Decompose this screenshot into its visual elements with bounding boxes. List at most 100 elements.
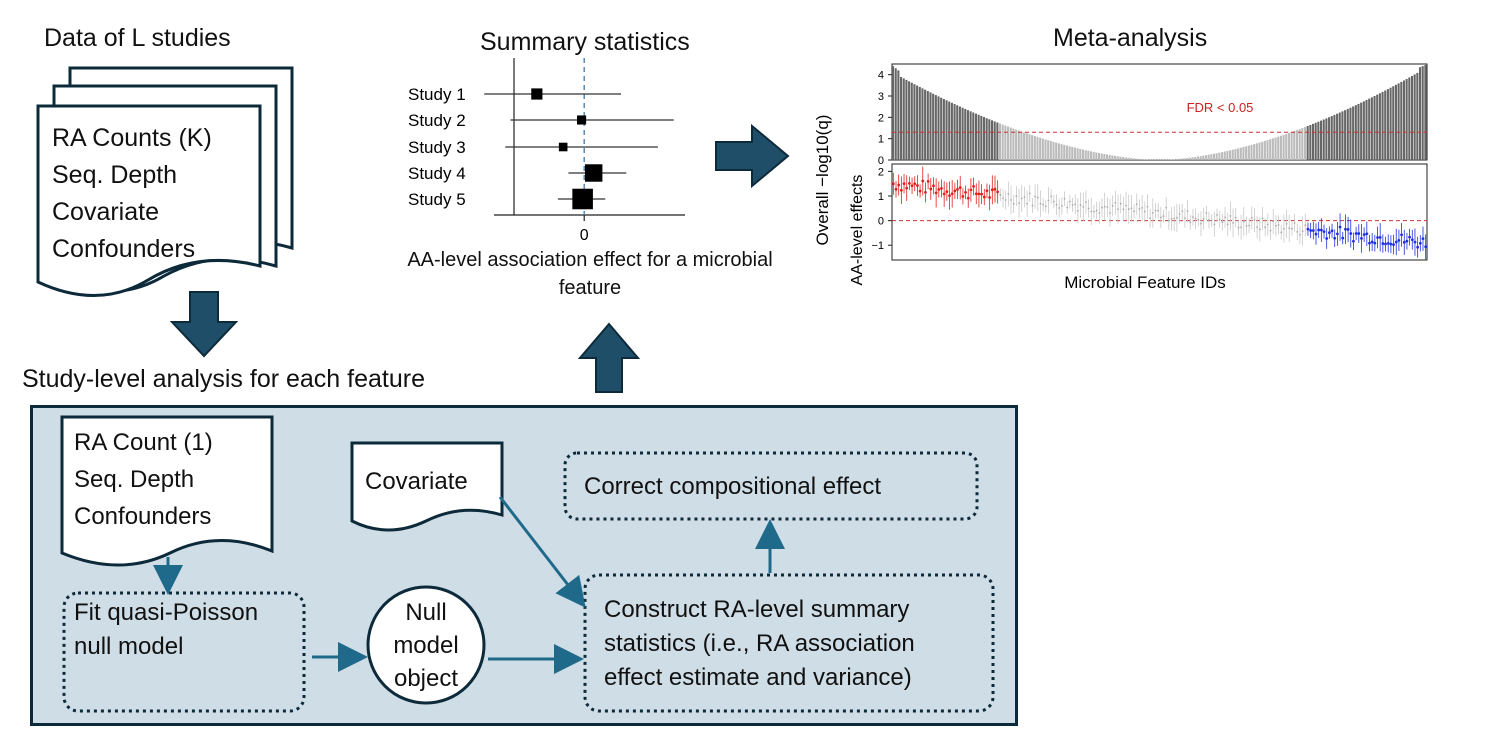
meta-effect-point xyxy=(937,188,941,191)
meta-effect-point xyxy=(1250,216,1253,219)
meta-effect-point xyxy=(934,191,938,195)
meta-q-bar xyxy=(1073,147,1076,160)
meta-bottom-tick-label: 0 xyxy=(878,216,884,228)
fdr-label: FDR < 0.05 xyxy=(1187,100,1254,115)
meta-effect-point xyxy=(924,190,927,194)
meta-effect-point xyxy=(1224,216,1226,219)
meta-q-bar xyxy=(1258,142,1261,160)
meta-bottom-tick-label: 2 xyxy=(878,166,884,178)
meta-effect-point xyxy=(996,190,1000,194)
meta-effect-point xyxy=(891,182,895,186)
meta-q-bar xyxy=(996,122,999,160)
meta-effect-point xyxy=(1280,231,1283,234)
meta-effect-point xyxy=(1266,223,1269,226)
meta-effect-point xyxy=(1004,199,1007,201)
meta-effect-point xyxy=(913,182,917,186)
meta-q-bar xyxy=(1266,140,1269,160)
meta-q-bar xyxy=(1020,131,1023,160)
meta-q-bar xyxy=(1285,133,1288,160)
meta-effect-point xyxy=(1288,227,1291,230)
data-item-confounders: Confounders xyxy=(52,235,196,263)
meta-effect-point xyxy=(1050,195,1053,198)
null-line-2: model xyxy=(393,632,459,659)
meta-q-bar xyxy=(1301,128,1304,160)
meta-q-bar xyxy=(1298,129,1301,160)
meta-q-bar xyxy=(1314,122,1317,160)
meta-effect-point xyxy=(1325,237,1329,240)
meta-effect-point xyxy=(1200,222,1202,225)
meta-effect-point xyxy=(1274,224,1277,227)
meta-q-bar xyxy=(977,114,980,160)
meta-q-bar xyxy=(1196,156,1200,160)
meta-effect-point xyxy=(1352,239,1355,243)
meta-effect-point xyxy=(932,184,935,188)
meta-effect-point xyxy=(1218,218,1221,221)
meta-analysis-title: Meta-analysis xyxy=(1053,24,1208,52)
meta-q-bar xyxy=(1237,148,1240,160)
meta-bottom-tick-label: 1 xyxy=(878,191,884,203)
meta-effect-point xyxy=(1162,215,1165,218)
meta-effect-point xyxy=(1338,225,1342,229)
meta-effect-point xyxy=(1264,226,1267,229)
meta-q-bar xyxy=(1330,116,1333,160)
meta-effect-point xyxy=(1386,241,1390,245)
meta-q-bar xyxy=(1282,134,1285,160)
arrow-down-icon xyxy=(169,291,239,358)
meta-q-bar xyxy=(1060,144,1063,160)
meta-effect-point xyxy=(1357,232,1361,235)
meta-q-bar xyxy=(961,107,964,160)
meta-q-bar xyxy=(1303,127,1307,160)
meta-bottom-tick-label: −1 xyxy=(871,240,884,252)
meta-q-bar xyxy=(1234,149,1237,160)
meta-q-bar xyxy=(1183,158,1186,160)
meta-effect-point xyxy=(1015,195,1018,198)
meta-effect-point xyxy=(958,186,962,190)
meta-q-bar xyxy=(999,123,1002,160)
data-stack-text: RA Counts (K) Seq. Depth Covariate Confo… xyxy=(52,120,212,268)
meta-q-bar xyxy=(1381,91,1384,160)
meta-effect-point xyxy=(1141,207,1144,209)
meta-q-bar xyxy=(1004,125,1007,160)
data-item-seq-depth: Seq. Depth xyxy=(52,161,178,189)
meta-q-bar xyxy=(1346,108,1349,160)
meta-effect-point xyxy=(1237,226,1240,229)
meta-q-bar xyxy=(1328,117,1331,160)
meta-effect-point xyxy=(1068,200,1071,203)
meta-effect-point xyxy=(1360,236,1363,240)
meta-q-bar xyxy=(1245,146,1248,160)
meta-effect-point xyxy=(1314,232,1318,236)
meta-q-bar xyxy=(940,97,943,160)
meta-effect-point xyxy=(1117,208,1119,211)
meta-top-tick-label: 1 xyxy=(878,134,884,146)
meta-x-label: Microbial Feature IDs xyxy=(1064,273,1226,292)
meta-effect-point xyxy=(1319,228,1323,232)
meta-effect-point xyxy=(897,183,901,187)
meta-q-bar xyxy=(1317,121,1320,160)
meta-q-bar xyxy=(1084,150,1087,160)
meta-effect-point xyxy=(926,179,930,183)
meta-q-bar xyxy=(1311,123,1315,160)
meta-q-bar xyxy=(1365,100,1368,160)
meta-q-bar xyxy=(1130,158,1133,160)
meta-q-bar xyxy=(1362,101,1365,160)
meta-q-bar xyxy=(1039,137,1042,160)
meta-q-bar xyxy=(1172,159,1175,160)
meta-q-bar xyxy=(1373,96,1376,160)
meta-q-bar xyxy=(1239,147,1242,160)
meta-q-bar xyxy=(988,119,991,160)
meta-q-bar xyxy=(1333,114,1336,160)
meta-q-bar xyxy=(1413,74,1416,160)
meta-q-bar xyxy=(1044,139,1047,160)
meta-q-bar xyxy=(1023,132,1026,160)
meta-effect-point xyxy=(1381,242,1385,245)
meta-effect-point xyxy=(1090,210,1093,213)
meta-effect-point xyxy=(1370,240,1374,244)
meta-effect-point xyxy=(1098,212,1101,214)
meta-effect-point xyxy=(1272,220,1275,223)
meta-effect-point xyxy=(1154,209,1157,212)
meta-effect-point xyxy=(1397,238,1401,242)
meta-q-bar xyxy=(1247,145,1250,160)
meta-q-bar xyxy=(905,79,908,160)
forest-study-label: Study 4 xyxy=(408,164,466,183)
meta-q-bar xyxy=(908,81,911,160)
